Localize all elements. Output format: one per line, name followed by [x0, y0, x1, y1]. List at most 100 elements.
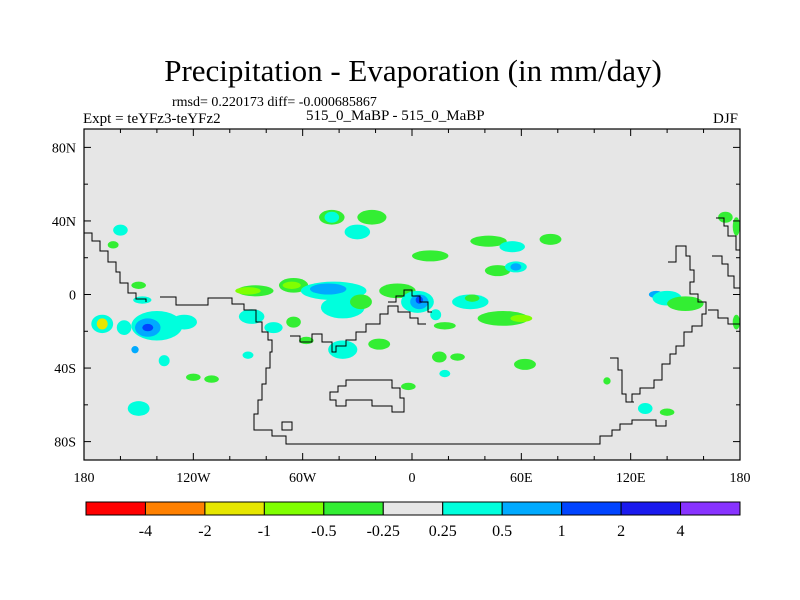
coastline-antarctica: [258, 419, 667, 445]
colorbar-labels: -4 -2 -1 -0.5 -0.25 0.25 0.5 1 2 4: [139, 523, 685, 540]
anomaly-patch-32: [350, 294, 372, 310]
anomaly-patch-0: [113, 224, 128, 236]
comparison-label: 515_0_MaBP - 515_0_MaBP: [306, 108, 485, 124]
colorbar-box-10: [680, 501, 741, 516]
anomaly-patch-41: [432, 351, 447, 363]
anomaly-patch-40: [401, 382, 416, 391]
stats-line: rmsd= 0.220173 diff= -0.000685867: [172, 95, 377, 110]
coastline-south-america-east: [290, 305, 426, 353]
chart-title: Precipitation - Evaporation (in mm/day): [164, 53, 662, 88]
anomaly-patch-59: [667, 296, 704, 312]
anomaly-patch-16: [235, 287, 261, 295]
anomaly-patch-14: [127, 401, 150, 416]
anomaly-patch-60: [718, 211, 733, 223]
colorbar-box-2: [204, 501, 265, 516]
colorbar-box-7: [501, 501, 563, 516]
colorbar-box-4: [323, 501, 384, 516]
x-tick-label-0: 180: [74, 471, 95, 486]
anomaly-patch-39: [368, 338, 391, 350]
x-tick-label-1: 120W: [176, 471, 211, 486]
anomaly-patch-52: [477, 311, 529, 326]
anomaly-patch-1: [107, 241, 119, 249]
anomaly-patch-55: [514, 358, 536, 370]
colorbar-label-4: -0.25: [367, 523, 400, 540]
coastline-far-east: [712, 255, 740, 289]
y-tick-label-3: 40S: [54, 362, 76, 377]
anomaly-patch-62: [732, 314, 740, 330]
colorbar-label-3: -0.5: [311, 523, 336, 540]
colorbar-box-0: [85, 501, 146, 516]
coastline-layer: [84, 217, 740, 445]
anomaly-patch-13: [186, 373, 201, 381]
anomaly-patch-6: [142, 323, 154, 332]
coastline-south-america-west: [160, 296, 273, 431]
anomaly-patch-51: [464, 294, 480, 302]
anomaly-patch-64: [637, 402, 653, 415]
anomaly-patch-49: [510, 263, 522, 271]
anomaly-patch-30: [309, 283, 347, 295]
colorbar-label-1: -2: [198, 523, 211, 540]
anomaly-patch-28: [344, 224, 371, 240]
anomaly-patch-38: [328, 340, 358, 359]
colorbar-label-6: 0.5: [492, 523, 512, 540]
colorbar-label-8: 2: [617, 523, 625, 540]
anomaly-patch-18: [282, 281, 301, 289]
anomaly-patch-21: [286, 316, 301, 328]
colorbar: [85, 501, 741, 516]
axis-ticks: [83, 129, 741, 460]
coastline-africa: [388, 289, 432, 313]
anomaly-patch-47: [484, 265, 511, 277]
anomaly-patch-42: [439, 369, 451, 378]
x-tick-label-5: 120E: [616, 471, 646, 486]
coastline-asia-east: [631, 245, 707, 402]
anomaly-patch-44: [470, 235, 507, 247]
coastline-maritime: [708, 309, 740, 325]
season-label: DJF: [712, 111, 738, 127]
x-tick-label-3: 0: [409, 471, 416, 486]
anomaly-patch-22: [242, 351, 254, 359]
anomaly-patch-54: [433, 322, 456, 330]
y-tick-label-1: 40N: [52, 215, 76, 230]
anomaly-patch-19: [238, 309, 265, 324]
coastline-north-america-west: [84, 232, 147, 302]
anomaly-patch-46: [539, 233, 562, 245]
colorbar-box-6: [442, 501, 503, 516]
colorbar-label-5: 0.25: [429, 523, 457, 540]
y-tick-label-4: 80S: [54, 436, 76, 451]
anomaly-patch-2: [131, 281, 146, 289]
anomaly-patch-10: [116, 320, 132, 335]
colorbar-box-8: [561, 501, 622, 516]
anomaly-patch-45: [499, 241, 525, 253]
experiment-label: Expt = teYFz3-teYFz2: [83, 111, 221, 127]
anomaly-patch-43: [412, 250, 449, 262]
anomaly-patch-11: [131, 345, 139, 354]
anomaly-patch-37: [430, 309, 442, 321]
anomaly-layer: [91, 209, 740, 416]
coastline-western-pacific-island: [716, 217, 740, 251]
colorbar-box-9: [620, 501, 682, 516]
anomaly-patch-3: [133, 296, 152, 304]
coastline-island-loop: [329, 379, 405, 413]
anomaly-patch-26: [324, 211, 340, 223]
x-tick-label-2: 60W: [289, 471, 317, 486]
coastline-australia: [610, 357, 634, 403]
anomaly-patch-23: [204, 375, 219, 383]
colorbar-box-5: [382, 501, 444, 516]
coastline-small-island: [281, 421, 293, 431]
x-tick-label-4: 60E: [510, 471, 533, 486]
axis-tick-labels: 180 120W 60W 0 60E 120E 180 80N 40N 0 40S 80S: [52, 141, 751, 486]
anomaly-patch-24: [299, 336, 314, 345]
anomaly-patch-63: [603, 377, 611, 385]
anomaly-patch-36: [415, 296, 423, 304]
colorbar-label-0: -4: [139, 523, 152, 540]
anomaly-patch-7: [171, 314, 197, 330]
colorbar-label-9: 4: [677, 523, 685, 540]
anomaly-patch-12: [158, 355, 170, 367]
anomaly-patch-53: [510, 314, 533, 323]
y-tick-label-0: 80N: [52, 141, 76, 156]
colorbar-box-3: [263, 501, 325, 516]
x-tick-label-6: 180: [730, 471, 751, 486]
y-tick-label-2: 0: [69, 289, 76, 304]
colorbar-label-7: 1: [558, 523, 566, 540]
